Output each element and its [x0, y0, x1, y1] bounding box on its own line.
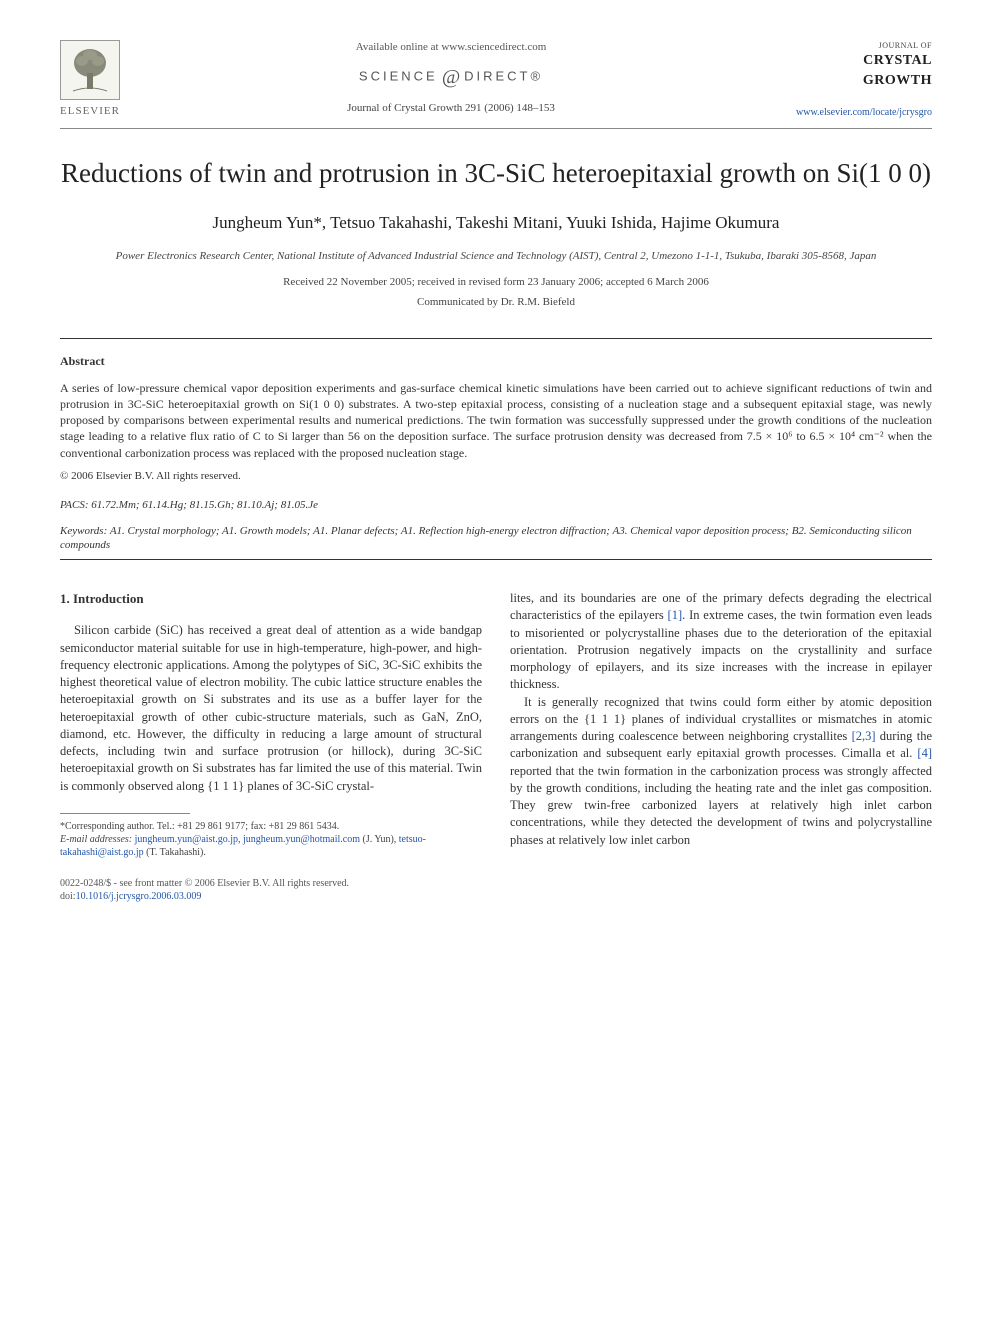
center-header: Available online at www.sciencedirect.co… [120, 40, 782, 117]
tree-icon [68, 47, 112, 93]
sd-left: SCIENCE [359, 69, 438, 84]
abstract-top-rule [60, 338, 932, 339]
affiliation: Power Electronics Research Center, Natio… [60, 249, 932, 263]
author-name-1: (J. Yun), [360, 834, 399, 845]
keywords-line: Keywords: A1. Crystal morphology; A1. Gr… [60, 524, 932, 554]
intro-para-right-1: lites, and its boundaries are one of the… [510, 590, 932, 694]
citation-2-3[interactable]: [2,3] [852, 729, 876, 743]
right-column: lites, and its boundaries are one of the… [510, 590, 932, 903]
intro-heading: 1. Introduction [60, 590, 482, 608]
header-rule [60, 128, 932, 129]
authors-line: Jungheum Yun*, Tetsuo Takahashi, Takeshi… [60, 211, 932, 235]
abstract-text: A series of low-pressure chemical vapor … [60, 380, 932, 461]
footer-block: 0022-0248/$ - see front matter © 2006 El… [60, 877, 482, 903]
sd-right: DIRECT® [464, 69, 543, 84]
header-row: ELSEVIER Available online at www.science… [60, 40, 932, 120]
left-column: 1. Introduction Silicon carbide (SiC) ha… [60, 590, 482, 903]
journal-logo-line2: GROWTH [782, 71, 932, 91]
para-r2-c: reported that the twin formation in the … [510, 764, 932, 847]
email-addresses: E-mail addresses: jungheum.yun@aist.go.j… [60, 833, 482, 859]
pacs-label: PACS: [60, 499, 89, 511]
email-label: E-mail addresses: [60, 834, 132, 845]
doi-link[interactable]: 10.1016/j.jcrysgro.2006.03.009 [76, 891, 202, 902]
keywords-label: Keywords: [60, 525, 107, 537]
publisher-block: ELSEVIER [60, 40, 120, 119]
journal-logo-block: JOURNAL OF CRYSTAL GROWTH www.elsevier.c… [782, 40, 932, 120]
elsevier-logo-icon [60, 40, 120, 100]
intro-para-right-2: It is generally recognized that twins co… [510, 694, 932, 849]
abstract-copyright: © 2006 Elsevier B.V. All rights reserved… [60, 469, 932, 484]
intro-para-left: Silicon carbide (SiC) has received a gre… [60, 622, 482, 795]
doi-line: doi:10.1016/j.jcrysgro.2006.03.009 [60, 890, 482, 903]
author-name-2: (T. Takahashi). [144, 847, 206, 858]
journal-site-link[interactable]: www.elsevier.com/locate/jcrysgro [782, 106, 932, 120]
sciencedirect-logo: SCIENCE @ DIRECT® [140, 63, 762, 91]
corresponding-author-footnote: *Corresponding author. Tel.: +81 29 861 … [60, 820, 482, 859]
pacs-line: PACS: 61.72.Mm; 61.14.Hg; 81.15.Gh; 81.1… [60, 498, 932, 513]
body-columns: 1. Introduction Silicon carbide (SiC) ha… [60, 590, 932, 903]
journal-reference: Journal of Crystal Growth 291 (2006) 148… [140, 101, 762, 116]
footnote-rule [60, 813, 190, 814]
email-2[interactable]: jungheum.yun@hotmail.com [243, 834, 360, 845]
available-online-text: Available online at www.sciencedirect.co… [140, 40, 762, 55]
at-symbol-icon: @ [442, 63, 460, 91]
corr-author-contact: *Corresponding author. Tel.: +81 29 861 … [60, 820, 482, 833]
journal-logo-top: JOURNAL OF [782, 40, 932, 51]
dates-line: Received 22 November 2005; received in r… [60, 275, 932, 290]
doi-label: doi: [60, 891, 76, 902]
publisher-name: ELSEVIER [60, 104, 120, 119]
abstract-heading: Abstract [60, 353, 932, 370]
article-title: Reductions of twin and protrusion in 3C-… [60, 157, 932, 191]
communicated-by: Communicated by Dr. R.M. Biefeld [60, 295, 932, 310]
journal-logo-line1: CRYSTAL [782, 51, 932, 71]
citation-4[interactable]: [4] [917, 746, 932, 760]
pacs-values: 61.72.Mm; 61.14.Hg; 81.15.Gh; 81.10.Aj; … [89, 499, 318, 511]
front-matter-line: 0022-0248/$ - see front matter © 2006 El… [60, 877, 482, 890]
email-1[interactable]: jungheum.yun@aist.go.jp [132, 834, 238, 845]
citation-1[interactable]: [1] [668, 608, 683, 622]
keywords-values: A1. Crystal morphology; A1. Growth model… [60, 525, 912, 552]
abstract-bottom-rule [60, 559, 932, 560]
